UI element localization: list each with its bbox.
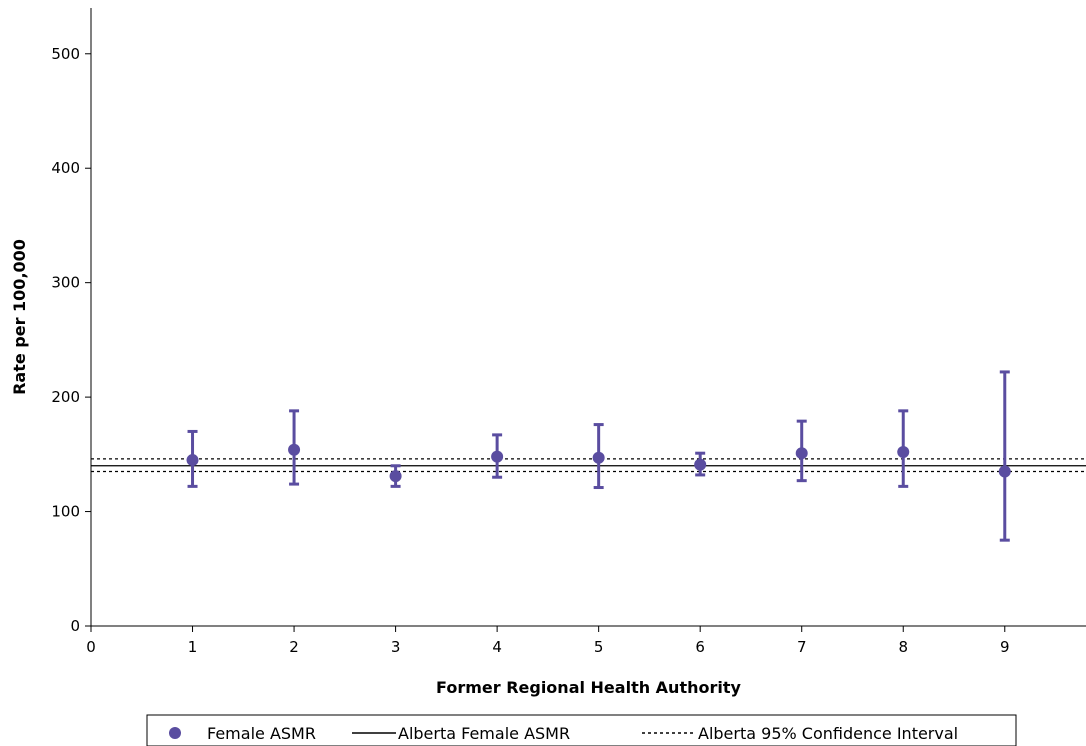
x-tick-label: 2 (289, 638, 299, 656)
data-point-group (288, 409, 301, 486)
x-tick-label: 6 (695, 638, 705, 656)
data-point (795, 447, 808, 460)
data-point (592, 451, 605, 464)
data-point-group (795, 419, 808, 483)
data-point (694, 458, 707, 471)
data-point-group (592, 423, 605, 490)
data-point (998, 465, 1011, 478)
y-axis-title: Rate per 100,000 (10, 239, 29, 395)
x-tick-label: 0 (86, 638, 96, 656)
data-point (389, 470, 402, 483)
reference-lines (91, 458, 1086, 473)
data-point-group (389, 464, 402, 488)
x-tick-label: 9 (1000, 638, 1010, 656)
x-tick-label: 4 (492, 638, 502, 656)
legend-label-female-asmr: Female ASMR (207, 724, 316, 743)
x-axis-title: Former Regional Health Authority (436, 678, 741, 697)
data-point (491, 450, 504, 463)
legend-box (146, 714, 1017, 746)
data-point-group (491, 433, 504, 479)
x-tick-label: 5 (594, 638, 604, 656)
y-axis: 0 100 200 300 400 500 (51, 8, 92, 635)
x-axis: 0 1 2 3 4 5 6 7 8 9 (86, 625, 1086, 656)
data-point-group (998, 370, 1011, 542)
y-tick-label: 0 (70, 617, 80, 635)
y-tick-label: 300 (51, 274, 80, 292)
x-tick-label: 3 (391, 638, 401, 656)
legend-label-alberta-asmr: Alberta Female ASMR (398, 724, 570, 743)
x-tick-label: 1 (188, 638, 198, 656)
y-tick-label: 200 (51, 388, 80, 406)
data-point-group (694, 451, 707, 477)
data-series (186, 370, 1011, 542)
legend-label-alberta-ci: Alberta 95% Confidence Interval (698, 724, 958, 743)
y-tick-label: 100 (51, 503, 80, 521)
legend-marker-female-asmr (169, 727, 181, 739)
y-tick-label: 400 (51, 159, 80, 177)
y-tick-label: 500 (51, 45, 80, 63)
data-point-group (186, 429, 199, 488)
legend: Female ASMR Alberta Female ASMR Alberta … (146, 714, 1017, 746)
x-tick-label: 7 (797, 638, 807, 656)
data-point-group (897, 409, 910, 488)
x-tick-label: 8 (898, 638, 908, 656)
data-point (288, 443, 301, 456)
data-point (186, 454, 199, 467)
data-point (897, 446, 910, 459)
